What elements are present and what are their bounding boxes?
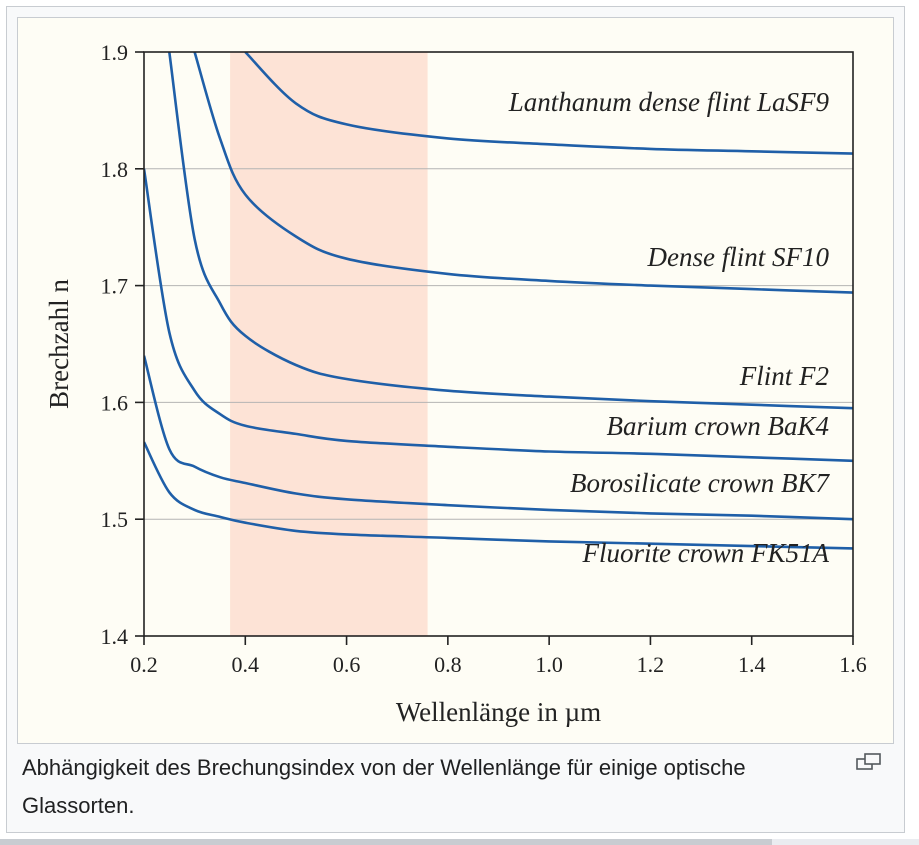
refractive-index-chart: Lanthanum dense flint LaSF9 Dense flint S… (44, 40, 867, 727)
series-label: Borosilicate crown BK7 (570, 468, 830, 498)
x-tick-label: 1.0 (535, 652, 563, 677)
magnify-clip-icon[interactable] (855, 751, 883, 775)
series-line (168, 52, 853, 410)
visible-light-band (230, 52, 428, 636)
series-line (144, 355, 853, 521)
x-axis-label: Wellenlänge in µm (396, 697, 601, 727)
x-tick-label: 0.4 (232, 652, 259, 677)
series-line (244, 52, 853, 155)
series-line (144, 168, 853, 463)
series-label: Fluorite crown FK51A (582, 538, 830, 568)
x-tick-label: 0.2 (130, 652, 158, 677)
x-tick-label: 0.8 (434, 652, 462, 677)
y-axis-label: Brechzahl n (44, 279, 74, 409)
y-tick-label: 1.6 (101, 390, 129, 415)
y-tick-label: 1.9 (101, 40, 129, 65)
y-tick-label: 1.5 (101, 507, 129, 532)
x-tick-label: 1.2 (637, 652, 665, 677)
figure-thumbnail: Lanthanum dense flint LaSF9 Dense flint S… (6, 6, 905, 833)
y-tick-label: 1.4 (101, 624, 129, 649)
y-tick-label: 1.8 (101, 157, 129, 182)
series-label: Flint F2 (739, 361, 829, 391)
x-tick-label: 0.6 (333, 652, 361, 677)
scroll-indicator (0, 839, 919, 845)
figure-caption: Abhängigkeit des Brechungsindex von der … (22, 755, 746, 818)
plot-frame (143, 51, 854, 637)
series-label: Lanthanum dense flint LaSF9 (508, 87, 830, 117)
series-label: Dense flint SF10 (647, 242, 830, 272)
chart-image[interactable]: Lanthanum dense flint LaSF9 Dense flint S… (17, 17, 894, 744)
series-label: Barium crown BaK4 (607, 411, 830, 441)
x-tick-label: 1.6 (839, 652, 867, 677)
y-tick-label: 1.7 (101, 274, 129, 299)
series-line (144, 441, 853, 550)
x-tick-label: 1.4 (738, 652, 766, 677)
series-line (193, 52, 853, 294)
